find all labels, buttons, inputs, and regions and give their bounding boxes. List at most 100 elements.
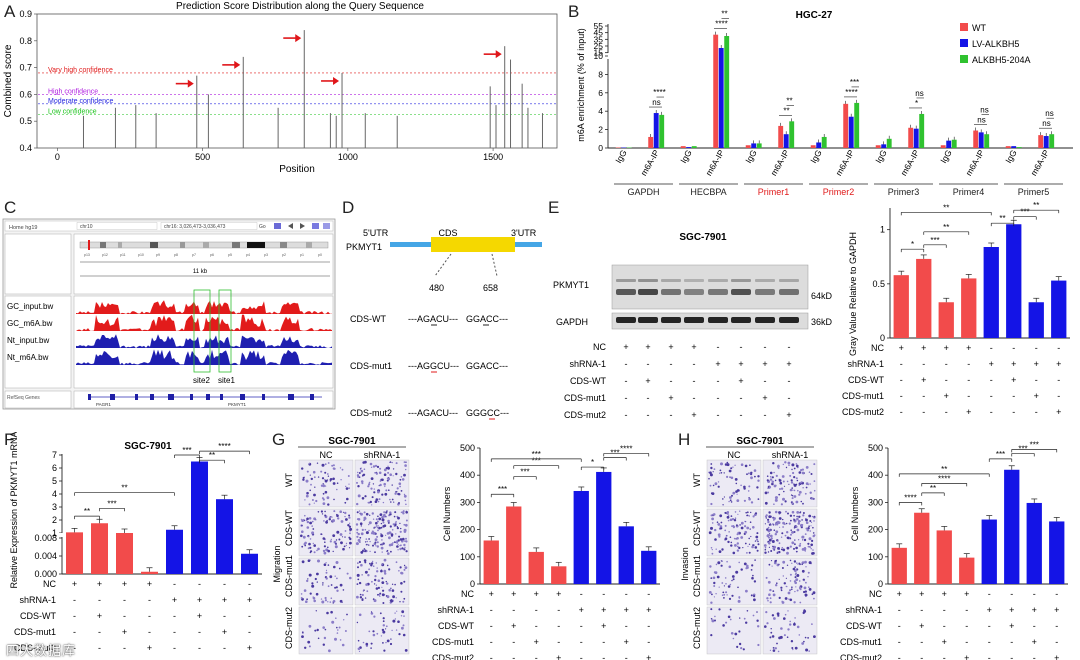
bar	[91, 523, 108, 574]
micro-cell	[307, 547, 310, 550]
micro-cell	[746, 564, 749, 568]
micro-cell	[724, 524, 727, 527]
micro-cell	[395, 472, 398, 476]
micro-cell	[379, 480, 382, 482]
micro-cell	[737, 586, 739, 589]
forward-icon[interactable]	[300, 223, 305, 229]
micro-cell	[745, 589, 748, 593]
zoom-icon[interactable]	[312, 223, 319, 229]
back-icon[interactable]	[288, 223, 293, 229]
treat-cell: +	[624, 637, 629, 647]
panel-e-treatment-grid: NC + + + + - - - -shRNA-1- - - - + + + +CDS-WT - + - - - + - -C…	[564, 342, 792, 420]
micro-cell	[723, 496, 725, 498]
micro-cell	[793, 514, 795, 517]
treat-cell: -	[123, 595, 126, 605]
micro-cell	[313, 544, 316, 547]
c-band-name: p13	[84, 253, 90, 257]
micro-cell	[710, 618, 713, 620]
treat-cell: -	[1035, 407, 1038, 417]
micro-cell	[356, 535, 359, 538]
micro-cell	[795, 525, 798, 528]
micro-cell	[793, 489, 796, 492]
panel-e-chart: Gray Value Relative to GAPDH 00.51* *****…	[842, 201, 1070, 417]
micro-cell	[764, 551, 767, 554]
micro-cell	[348, 525, 352, 528]
micro-cell	[301, 467, 304, 470]
panel-letter-d: D	[342, 198, 355, 217]
treat-cell: -	[920, 653, 923, 660]
micro-cell	[766, 622, 769, 625]
treat-cell: -	[1010, 637, 1013, 647]
micro-cell	[714, 482, 718, 486]
treat-cell: -	[223, 643, 226, 653]
micro-cell	[795, 463, 798, 465]
micro-cell	[786, 536, 790, 540]
micro-cell	[784, 597, 788, 600]
micro-cell	[376, 632, 379, 635]
browser-locus-input[interactable]	[160, 222, 258, 230]
micro-cell	[356, 573, 360, 577]
bar	[573, 490, 589, 584]
micro-cell	[316, 462, 319, 464]
gene-exons	[88, 394, 314, 400]
micro-cell	[389, 511, 392, 514]
micro-cell	[746, 552, 748, 554]
micro-cell	[326, 611, 329, 615]
micro-cell	[776, 582, 778, 584]
micro-cell	[341, 468, 344, 471]
treat-cell: +	[222, 595, 227, 605]
micro-cell	[336, 513, 338, 516]
b-bar	[1011, 146, 1017, 148]
micro-cell	[386, 532, 390, 535]
micro-cell	[752, 526, 755, 529]
e-band-pkmyt1	[661, 289, 681, 295]
settings-icon[interactable]	[323, 223, 330, 229]
b-xlabel: m6A-IP	[898, 148, 921, 178]
home-icon[interactable]	[274, 223, 281, 229]
micro-cell	[750, 473, 753, 476]
micro-cell	[795, 550, 798, 553]
micro-cell	[399, 485, 401, 488]
micro-cell	[399, 601, 401, 603]
b-sig-mark: **	[783, 106, 789, 115]
micro-cell	[736, 542, 739, 545]
b-sig-mark2: ns	[1045, 109, 1053, 118]
ytick-label: 400	[460, 470, 475, 480]
micro-cell	[756, 538, 759, 541]
micro-cell	[392, 475, 394, 477]
browser-go-button[interactable]: Go	[259, 224, 266, 230]
micro-cell	[374, 538, 378, 542]
micro-cell	[739, 510, 741, 512]
micro-cell	[751, 564, 754, 567]
treat-cell: -	[98, 595, 101, 605]
micro-cell	[805, 581, 807, 584]
treat-cell: +	[762, 393, 767, 403]
micro-cell	[404, 649, 408, 652]
f-axis-break	[58, 533, 66, 537]
browser-chrom-select[interactable]	[76, 222, 158, 230]
micro-cell	[380, 533, 382, 535]
treat-cell: -	[223, 611, 226, 621]
panel-f-ylabel: Relative Expression of PKMYT1 mRNA	[9, 432, 19, 589]
micro-cell	[310, 483, 312, 486]
treat-row-label: CDS-mut1	[564, 393, 606, 403]
micro-cell	[375, 562, 377, 564]
micro-cell	[716, 575, 720, 579]
micro-cell	[403, 580, 406, 583]
micro-cell	[395, 462, 398, 465]
micro-cell	[399, 530, 402, 533]
treat-cell: -	[967, 359, 970, 369]
micro-cell	[339, 510, 342, 513]
micro-cell	[809, 483, 811, 485]
browser-genome-select[interactable]: Home hg19	[9, 225, 37, 231]
micro-cell	[320, 470, 323, 473]
micro-cell	[368, 482, 371, 484]
micro-cell	[765, 611, 768, 614]
b-bar	[680, 146, 686, 148]
micro-cell	[749, 528, 751, 530]
micro-cell	[766, 475, 769, 477]
micro-cell	[396, 541, 399, 544]
b-group-label: GAPDH	[627, 187, 659, 196]
micro-cell	[808, 588, 812, 591]
micro-cell	[312, 470, 316, 474]
